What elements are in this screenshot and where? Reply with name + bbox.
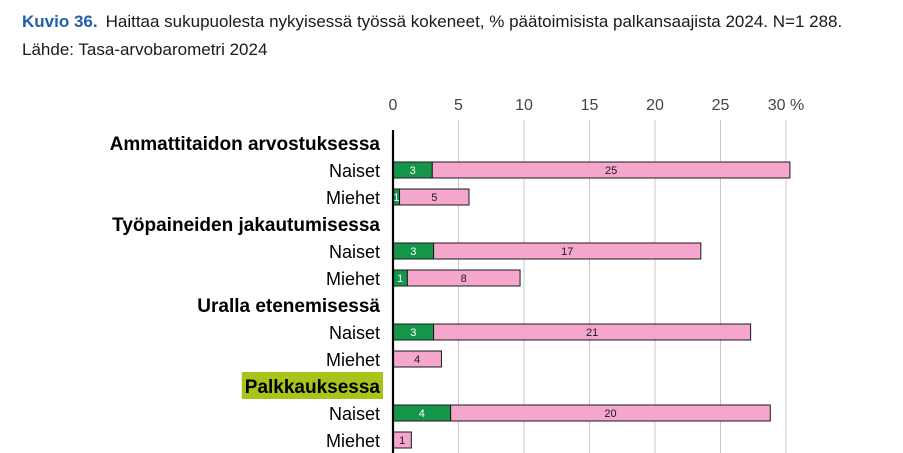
data-label: 17: [561, 246, 573, 258]
data-label: 8: [461, 273, 467, 285]
x-tick-label: 15: [581, 97, 599, 114]
data-label: 1: [393, 192, 399, 204]
category-label: Uralla etenemisessä: [197, 296, 380, 317]
data-label: 1: [397, 273, 403, 285]
data-label: 25: [605, 165, 617, 177]
data-label: 3: [410, 165, 416, 177]
bar-segment: [406, 269, 521, 287]
row-label: Miehet: [326, 269, 380, 289]
data-label: 1: [399, 435, 405, 447]
bar-segment: [450, 404, 771, 422]
data-label: 3: [410, 327, 416, 339]
category-highlight: [241, 372, 383, 399]
data-label: 4: [414, 354, 420, 366]
category-label: Ammattitaidon arvostuksessa: [110, 134, 381, 155]
x-tick-label: 30 %: [768, 97, 804, 114]
x-tick-label: 5: [454, 97, 463, 114]
category-label: Työpaineiden jakautumisessa: [112, 215, 380, 236]
x-tick-label: 20: [646, 97, 664, 114]
figure-label: Kuvio 36.: [22, 12, 98, 31]
row-label: Naiset: [329, 242, 380, 262]
x-tick-label: 25: [712, 97, 730, 114]
row-label: Miehet: [326, 350, 380, 370]
category-label: Palkkauksessa: [245, 377, 381, 398]
x-tick-label: 0: [389, 97, 398, 114]
data-label: 3: [410, 246, 416, 258]
row-label: Naiset: [329, 323, 380, 343]
figure-title: Haittaa sukupuolesta nykyisessä työssä k…: [22, 12, 843, 59]
data-label: 20: [604, 408, 616, 420]
bar-segment: [433, 323, 752, 341]
row-label: Miehet: [326, 431, 380, 451]
data-label: 21: [586, 327, 598, 339]
row-label: Miehet: [326, 188, 380, 208]
chart-title: Kuvio 36. Haittaa sukupuolesta nykyisessä…: [22, 8, 882, 64]
bar-segment: [399, 188, 470, 206]
bar-segment: [433, 242, 702, 260]
row-label: Naiset: [329, 404, 380, 424]
bar-segment: [431, 161, 791, 179]
row-label: Naiset: [329, 161, 380, 181]
x-tick-label: 10: [515, 97, 533, 114]
data-label: 4: [419, 408, 425, 420]
data-label: 5: [431, 192, 437, 204]
